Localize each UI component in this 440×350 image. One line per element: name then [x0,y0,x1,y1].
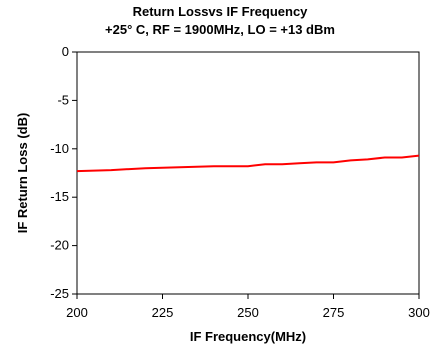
y-axis-label: IF Return Loss (dB) [15,113,30,234]
series-line [76,154,420,173]
x-tick-label: 225 [152,305,174,320]
x-tick-label: 200 [66,305,88,320]
x-tick-label: 250 [237,305,259,320]
x-tick-label: 300 [408,305,430,320]
y-tick-label: -20 [50,238,69,253]
y-tick-label: -25 [50,286,69,301]
x-axis-label: IF Frequency(MHz) [190,329,306,344]
chart-title: Return Lossvs IF Frequency [132,4,308,19]
y-tick-label: 0 [62,44,69,59]
x-tick-label: 275 [323,305,345,320]
y-tick-label: -15 [50,189,69,204]
plot-area [76,51,420,295]
chart-subtitle: +25° C, RF = 1900MHz, LO = +13 dBm [105,22,335,37]
y-tick-label: -5 [57,92,69,107]
y-tick-label: -10 [50,141,69,156]
